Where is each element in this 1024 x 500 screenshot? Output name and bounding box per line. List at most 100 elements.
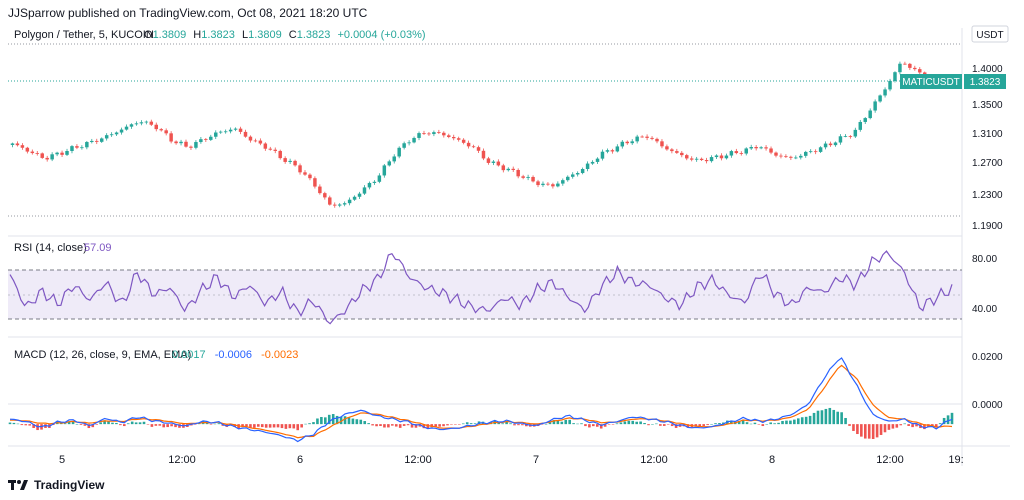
macd-hist-bar <box>146 424 150 425</box>
macd-hist-bar <box>312 422 315 425</box>
macd-hist-bar <box>257 424 260 427</box>
candle-body <box>714 155 719 158</box>
candle-body <box>620 141 625 147</box>
macd-hist-bar <box>410 424 414 428</box>
candle-body <box>689 158 694 160</box>
macd-hist-bar <box>568 419 571 425</box>
macd-hist-bar <box>308 423 311 425</box>
macd-hist-bar <box>63 423 67 425</box>
last-price-tag: 1.3823 <box>970 77 1001 88</box>
candle-body <box>734 151 739 154</box>
price-tick: 1.3100 <box>972 129 1003 140</box>
candle-body <box>159 129 163 131</box>
candle-body <box>526 176 530 178</box>
time-axis[interactable]: 5 12:00 6 12:00 7 12:00 8 12:00 19: <box>59 454 964 466</box>
macd-hist-bar <box>930 424 934 426</box>
macd-hist-bar <box>426 424 430 429</box>
macd-hist-bar <box>666 424 670 425</box>
candle-body <box>278 150 282 159</box>
candle-body <box>50 154 54 160</box>
macd-hist-bar <box>414 424 418 428</box>
time-tick: 12:00 <box>876 454 904 466</box>
macd-hist-bar <box>607 424 611 425</box>
macd-hist-bar <box>631 420 635 425</box>
candle-body <box>134 123 139 125</box>
macd-hist-bar <box>276 424 280 428</box>
macd-hist-bar <box>903 423 907 425</box>
time-tick: 5 <box>59 454 65 466</box>
macd-hist-bar <box>446 424 449 426</box>
macd-hist-bar <box>923 424 926 430</box>
macd-hist-bar <box>595 424 599 427</box>
macd-pane: MACD (12, 26, close, 9, EMA, EMA) 0.0017… <box>8 349 1003 443</box>
macd-hist-bar <box>804 416 808 425</box>
macd-hist-bar <box>635 421 638 425</box>
macd-hist-bar <box>339 416 343 425</box>
macd-hist-bar <box>16 423 20 425</box>
macd-hist-bar <box>659 424 662 426</box>
macd-hist-bar <box>773 423 776 425</box>
macd-hist-bar <box>639 421 642 425</box>
candle-body <box>447 135 451 137</box>
candle-body <box>719 155 724 159</box>
macd-hist-bar <box>655 423 658 425</box>
candle-body <box>655 138 659 142</box>
candle-body <box>610 150 615 152</box>
macd-hist-bar <box>619 422 623 425</box>
macd-hist-bar <box>20 424 24 426</box>
macd-tick: 0.0200 <box>972 352 1003 363</box>
time-tick: 12:00 <box>404 454 432 466</box>
macd-hist-bar <box>501 423 504 425</box>
candle-body <box>95 140 99 142</box>
candle-body <box>878 95 882 102</box>
macd-hist-bar <box>560 421 564 425</box>
macd-hist-bar <box>765 424 769 425</box>
candle-body <box>640 136 644 138</box>
candle-body <box>536 181 540 186</box>
macd-hist-bar <box>327 414 331 425</box>
candle-body <box>357 193 362 197</box>
macd-hist-bar <box>946 415 950 425</box>
candle-body <box>377 175 382 182</box>
candle-body <box>283 158 287 162</box>
chart-frame <box>8 28 1010 466</box>
candle-body <box>402 143 406 148</box>
candle-body <box>903 63 907 65</box>
macd-hist-bar <box>749 423 753 425</box>
candle-body <box>104 135 109 139</box>
candle-body <box>580 169 585 174</box>
candle-body <box>724 155 729 159</box>
candle-body <box>481 150 486 159</box>
macd-hist-bar <box>450 424 453 425</box>
macd-hist-bar <box>556 420 560 425</box>
candle-body <box>833 142 838 146</box>
candle-body <box>789 156 793 158</box>
macd-hist-bar <box>363 421 367 425</box>
candle-body <box>367 182 372 188</box>
macd-hist-bar <box>461 423 465 425</box>
macd-hist-bar <box>130 421 134 425</box>
currency-badge-box[interactable] <box>971 25 1009 43</box>
macd-hist-bar <box>836 411 839 425</box>
footer-brand-block[interactable]: TradingView <box>8 478 104 492</box>
macd-hist-bar <box>710 424 713 425</box>
currency-badge[interactable]: USDT <box>976 30 1003 41</box>
macd-hist-bar <box>856 424 859 435</box>
macd-hist-bar <box>213 423 217 425</box>
price-tick: 1.1900 <box>972 221 1003 232</box>
macd-hist-bar <box>324 417 327 425</box>
macd-hist-bar <box>71 421 75 425</box>
macd-hist-bar <box>458 424 461 425</box>
candle-body <box>342 203 347 205</box>
macd-hist-bar <box>304 423 307 425</box>
candle-body <box>828 143 833 146</box>
candle-body <box>70 146 74 152</box>
macd-hist-bar <box>647 424 650 426</box>
macd-hist-bar <box>662 424 666 426</box>
macd-hist-bar <box>387 424 390 428</box>
macd-hist-bar <box>253 424 256 428</box>
candle-body <box>174 141 178 144</box>
macd-hist-bar <box>473 423 477 425</box>
macd-hist-bar <box>95 424 99 425</box>
